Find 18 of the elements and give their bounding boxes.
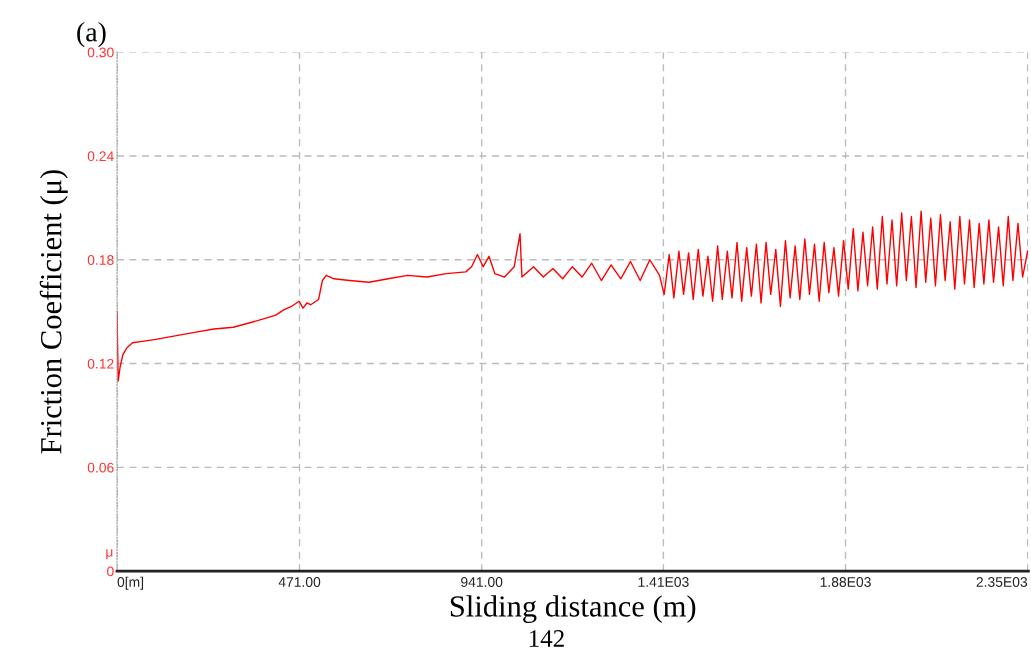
text: 142 — [529, 630, 564, 647]
chart-title: (a) — [77, 21, 106, 48]
x-tick-label: 471.00 — [278, 577, 321, 587]
y-tick-label: 0.24 — [87, 151, 114, 162]
y-tick-label: 0.12 — [87, 358, 114, 369]
x-tick-label: 941.00 — [461, 577, 503, 587]
line-series — [117, 210, 1029, 382]
text: μ — [106, 549, 113, 560]
y-axis-title: Friction Coefficient (μ) — [39, 170, 68, 454]
y-tick-label: 0.30 — [87, 47, 114, 58]
x-tick-label: 0[m] — [117, 576, 144, 590]
y-tick-label: 0.06 — [87, 462, 114, 473]
y-tick-label: 0.18 — [87, 255, 114, 265]
y-tick-label: 0 — [107, 566, 114, 577]
x-axis-title: Sliding distance (m) — [450, 595, 696, 624]
x-tick-label: 1.88E03 — [820, 577, 871, 587]
x-tick-label: 1.41E03 — [638, 577, 689, 587]
x-tick-label: 2.35E03 — [976, 577, 1028, 587]
